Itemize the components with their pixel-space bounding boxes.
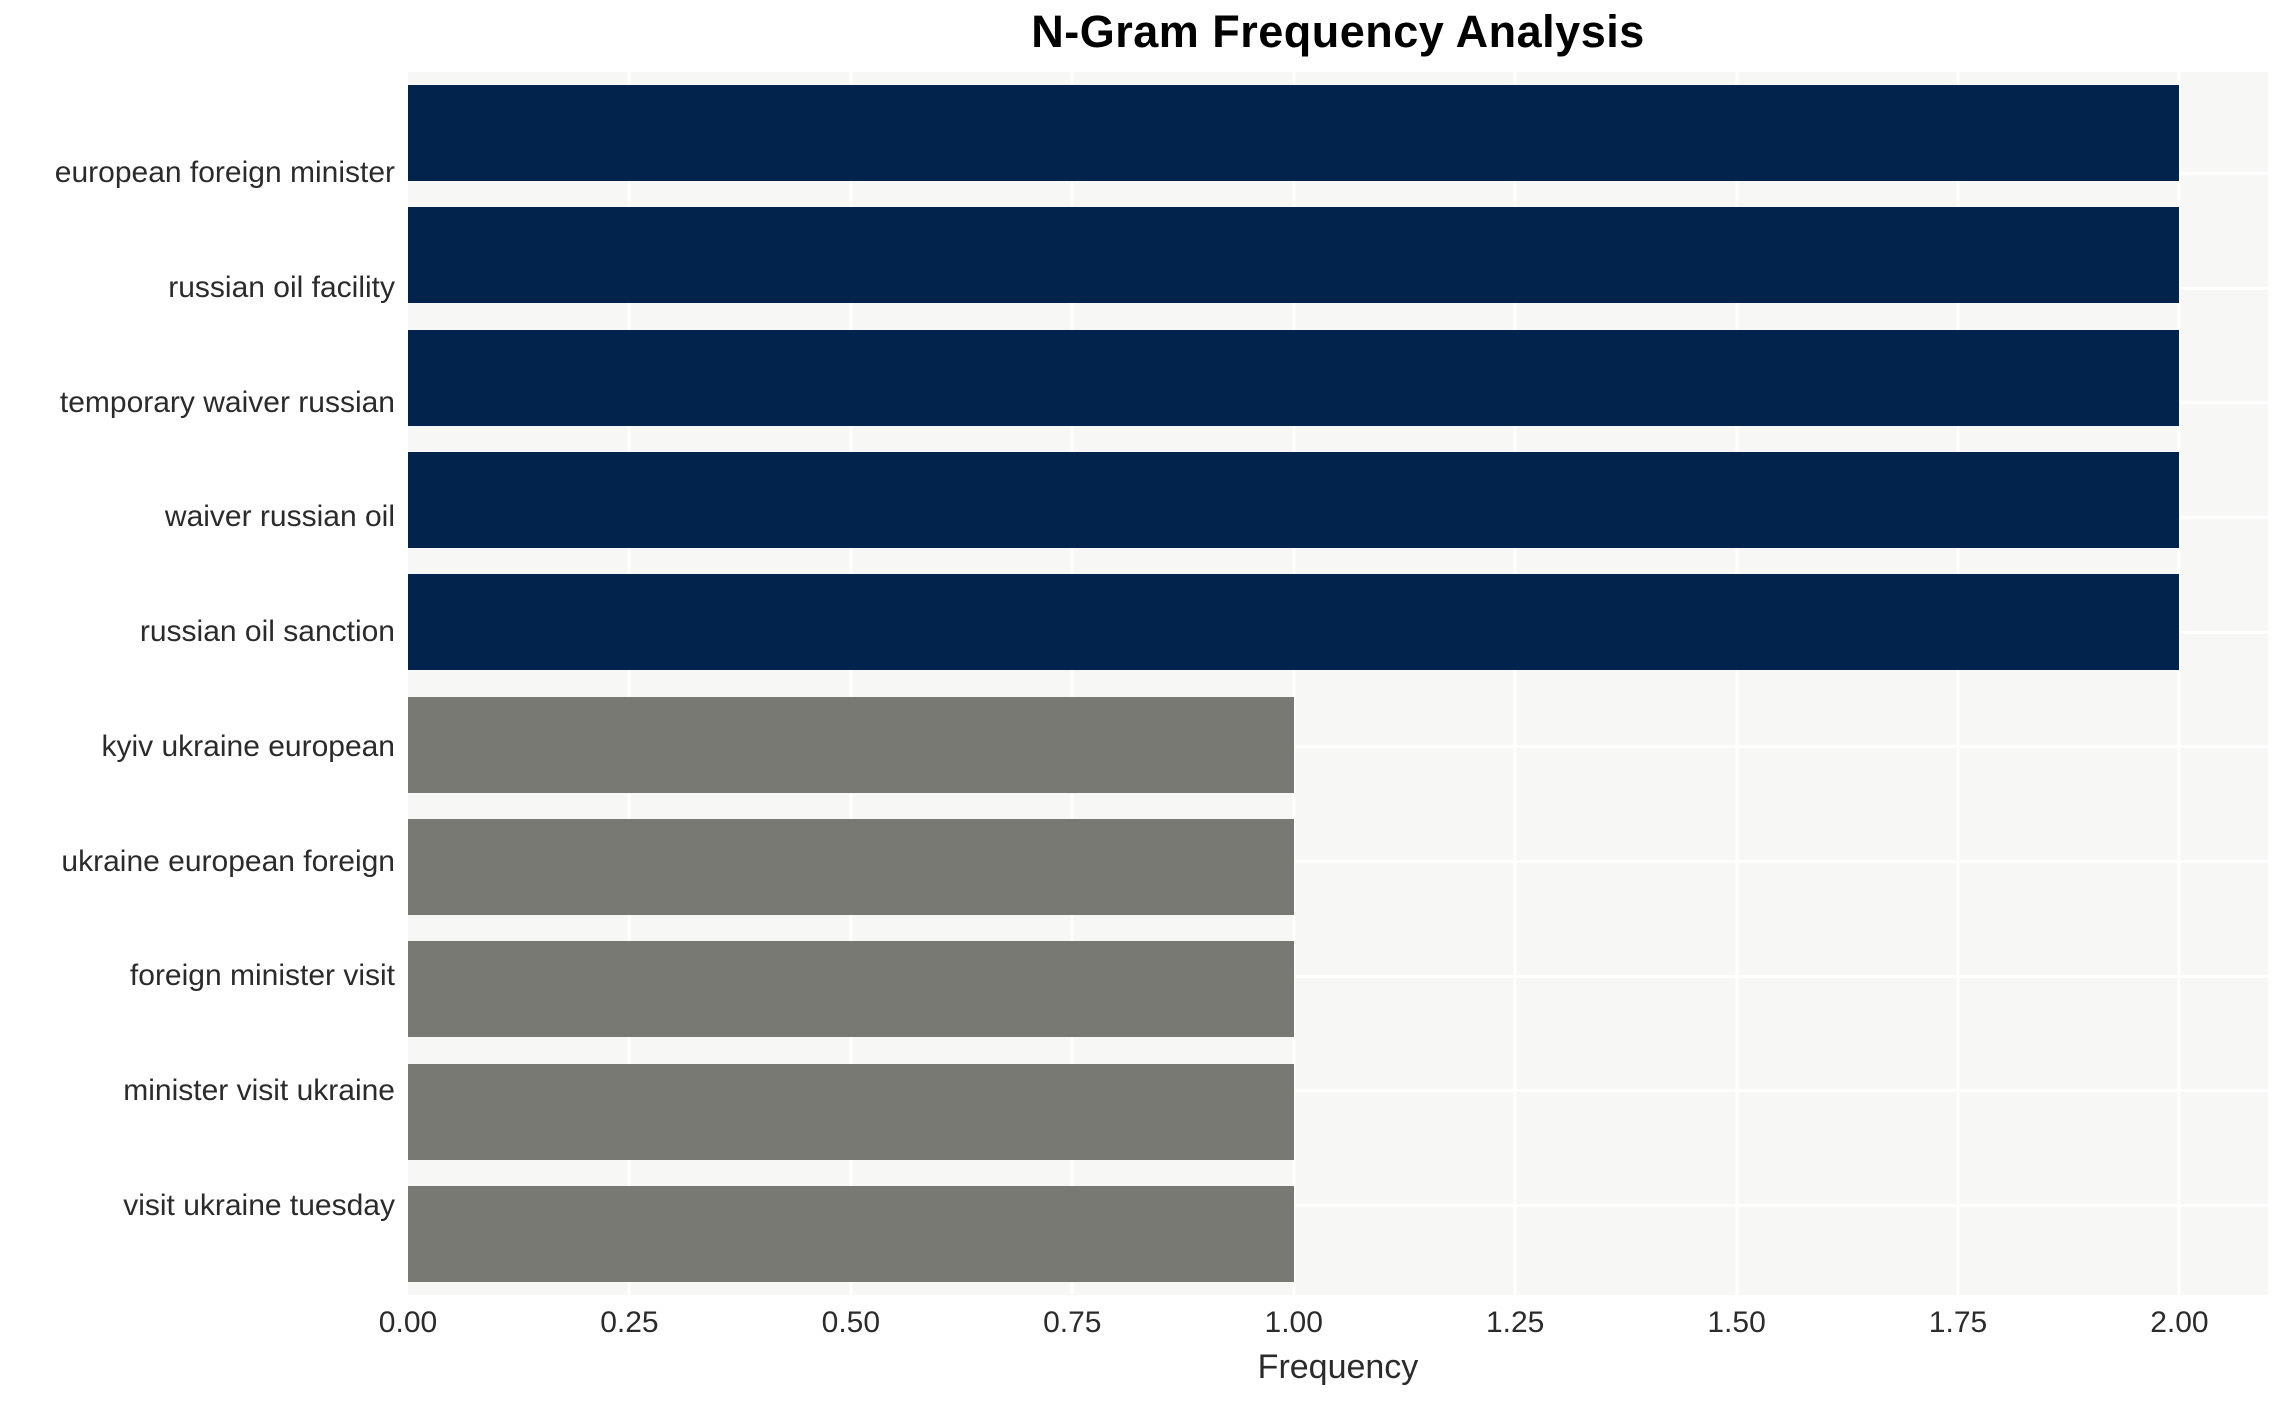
bar <box>408 85 2180 182</box>
bar-row <box>408 72 2268 194</box>
x-tick-label: 0.50 <box>821 1306 881 1339</box>
x-tick-label: 1.00 <box>1264 1306 1323 1339</box>
vertical-gridline <box>849 72 853 1295</box>
horizontal-gridline <box>408 745 2268 749</box>
y-tick-row: ukraine european foreign <box>0 804 408 919</box>
vertical-gridline <box>1735 72 1739 1295</box>
x-axis-ticks: 0.00 0.25 0.50 0.75 1.00 1.25 1.50 1.75 2.00 <box>379 1306 2268 1346</box>
bar-row <box>408 683 2268 805</box>
bar <box>408 207 2180 304</box>
vertical-gridline <box>1956 72 1960 1295</box>
bar-row <box>408 194 2268 316</box>
vertical-gridline <box>1513 72 1517 1295</box>
x-tick-label: 0.00 <box>378 1306 438 1339</box>
y-tick-label: kyiv ukraine european <box>101 729 395 763</box>
vertical-gridline <box>627 72 631 1295</box>
bar-row <box>408 561 2268 683</box>
y-tick-label: minister visit ukraine <box>123 1073 395 1107</box>
y-tick-label: russian oil sanction <box>139 615 395 649</box>
y-tick-label: visit ukraine tuesday <box>123 1188 395 1222</box>
x-tick-label: 1.75 <box>1928 1306 1988 1339</box>
horizontal-gridline <box>408 974 2268 978</box>
vertical-gridline <box>1292 72 1296 1295</box>
x-axis-label: Frequency <box>1257 1348 1419 1386</box>
chart-title: N-Gram Frequency Analysis <box>1031 6 1645 57</box>
bar-row <box>408 1050 2268 1172</box>
bar <box>408 452 2180 549</box>
y-axis-labels: european foreign minister russian oil fac… <box>0 116 408 1263</box>
vertical-gridline <box>1070 72 1074 1295</box>
x-tick-label: 1.25 <box>1485 1306 1545 1339</box>
y-tick-row: minister visit ukraine <box>0 1034 408 1149</box>
bar-row <box>408 1173 2268 1295</box>
horizontal-gridline <box>408 1089 2268 1093</box>
horizontal-gridline <box>408 860 2268 864</box>
horizontal-gridline <box>408 1204 2268 1208</box>
y-tick-label: temporary waiver russian <box>59 385 395 419</box>
x-tick-label: 1.50 <box>1707 1306 1766 1339</box>
y-tick-label: waiver russian oil <box>164 500 395 534</box>
bar <box>408 1063 1294 1160</box>
bar-row <box>408 317 2268 439</box>
bar-row <box>408 806 2268 928</box>
bar <box>408 818 1294 915</box>
y-tick-label: foreign minister visit <box>129 959 395 993</box>
y-tick-row: european foreign minister <box>0 116 408 231</box>
x-tick-label: 0.25 <box>600 1306 659 1339</box>
bar <box>408 941 1294 1038</box>
bar <box>408 329 2180 426</box>
x-tick-label: 0.75 <box>1043 1306 1102 1339</box>
y-tick-label: russian oil facility <box>168 271 395 305</box>
y-tick-row: visit ukraine tuesday <box>0 1148 408 1263</box>
plot-area <box>408 72 2268 1295</box>
y-tick-row: waiver russian oil <box>0 460 408 575</box>
y-tick-row: russian oil facility <box>0 231 408 346</box>
y-tick-row: temporary waiver russian <box>0 345 408 460</box>
x-tick-label: 2.00 <box>2150 1306 2209 1339</box>
y-tick-label: ukraine european foreign <box>61 844 395 878</box>
vertical-gridline <box>2177 72 2181 1295</box>
y-tick-row: russian oil sanction <box>0 575 408 690</box>
bar-row <box>408 928 2268 1050</box>
y-tick-row: kyiv ukraine european <box>0 690 408 805</box>
bar-row <box>408 439 2268 561</box>
y-tick-label: european foreign minister <box>54 156 395 190</box>
bar <box>408 574 2180 671</box>
bar-rows <box>408 72 2268 1295</box>
bar <box>408 1185 1294 1282</box>
y-tick-row: foreign minister visit <box>0 919 408 1034</box>
bar <box>408 696 1294 793</box>
